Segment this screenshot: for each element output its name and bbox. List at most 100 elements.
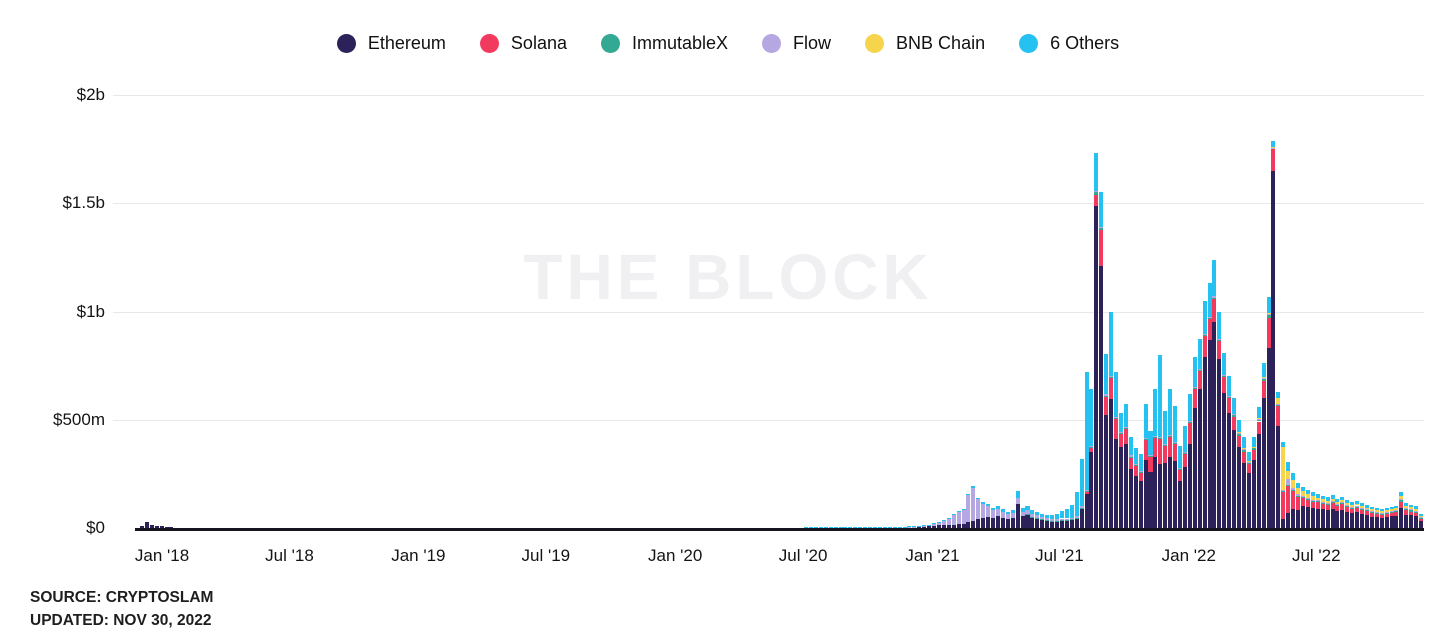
bar[interactable] (543, 0, 548, 528)
bar[interactable] (804, 0, 809, 528)
bar[interactable] (135, 0, 140, 528)
bar[interactable] (415, 0, 420, 528)
bar[interactable] (194, 0, 199, 528)
bar[interactable] (508, 0, 513, 528)
bar[interactable] (1192, 0, 1197, 528)
bar[interactable] (563, 0, 568, 528)
bar[interactable] (656, 0, 661, 528)
bar[interactable] (567, 0, 572, 528)
bar[interactable] (1271, 0, 1276, 528)
bar[interactable] (425, 0, 430, 528)
bar[interactable] (794, 0, 799, 528)
bar[interactable] (671, 0, 676, 528)
bar[interactable] (287, 0, 292, 528)
bar[interactable] (828, 0, 833, 528)
bar[interactable] (292, 0, 297, 528)
bar[interactable] (872, 0, 877, 528)
bar[interactable] (971, 0, 976, 528)
bar[interactable] (1237, 0, 1242, 528)
bars-layer[interactable] (135, 0, 1424, 528)
bar[interactable] (444, 0, 449, 528)
bar[interactable] (321, 0, 326, 528)
bar[interactable] (1291, 0, 1296, 528)
bar[interactable] (1104, 0, 1109, 528)
bar[interactable] (258, 0, 263, 528)
bar[interactable] (843, 0, 848, 528)
bar[interactable] (1202, 0, 1207, 528)
bar[interactable] (189, 0, 194, 528)
bar[interactable] (572, 0, 577, 528)
bar[interactable] (823, 0, 828, 528)
bar[interactable] (779, 0, 784, 528)
bar[interactable] (789, 0, 794, 528)
bar[interactable] (710, 0, 715, 528)
bar[interactable] (725, 0, 730, 528)
bar[interactable] (410, 0, 415, 528)
bar[interactable] (1084, 0, 1089, 528)
bar[interactable] (484, 0, 489, 528)
bar[interactable] (228, 0, 233, 528)
bar[interactable] (956, 0, 961, 528)
bar[interactable] (592, 0, 597, 528)
bar[interactable] (1158, 0, 1163, 528)
bar[interactable] (331, 0, 336, 528)
bar[interactable] (1212, 0, 1217, 528)
bar[interactable] (1276, 0, 1281, 528)
bar[interactable] (1099, 0, 1104, 528)
bar[interactable] (1399, 0, 1404, 528)
legend-item-bnb-chain[interactable]: BNB Chain (865, 34, 985, 53)
bar[interactable] (1010, 0, 1015, 528)
bar[interactable] (735, 0, 740, 528)
bar[interactable] (1020, 0, 1025, 528)
bar[interactable] (380, 0, 385, 528)
bar[interactable] (302, 0, 307, 528)
bar[interactable] (317, 0, 322, 528)
bar[interactable] (932, 0, 937, 528)
bar[interactable] (799, 0, 804, 528)
bar[interactable] (1281, 0, 1286, 528)
bar[interactable] (361, 0, 366, 528)
bar[interactable] (1114, 0, 1119, 528)
bar[interactable] (267, 0, 272, 528)
bar[interactable] (961, 0, 966, 528)
bar[interactable] (533, 0, 538, 528)
bar[interactable] (887, 0, 892, 528)
bar[interactable] (631, 0, 636, 528)
bar[interactable] (1069, 0, 1074, 528)
bar[interactable] (774, 0, 779, 528)
bar[interactable] (1345, 0, 1350, 528)
bar[interactable] (513, 0, 518, 528)
bar[interactable] (449, 0, 454, 528)
bar[interactable] (646, 0, 651, 528)
bar[interactable] (1094, 0, 1099, 528)
bar[interactable] (366, 0, 371, 528)
bar[interactable] (946, 0, 951, 528)
bar[interactable] (499, 0, 504, 528)
bar[interactable] (420, 0, 425, 528)
bar[interactable] (587, 0, 592, 528)
bar[interactable] (745, 0, 750, 528)
bar[interactable] (203, 0, 208, 528)
bar[interactable] (1138, 0, 1143, 528)
bar[interactable] (1197, 0, 1202, 528)
bar[interactable] (198, 0, 203, 528)
bar[interactable] (582, 0, 587, 528)
bar[interactable] (1305, 0, 1310, 528)
bar[interactable] (902, 0, 907, 528)
bar[interactable] (528, 0, 533, 528)
bar[interactable] (174, 0, 179, 528)
legend-item-6-others[interactable]: 6 Others (1019, 34, 1119, 53)
bar[interactable] (813, 0, 818, 528)
bar[interactable] (558, 0, 563, 528)
bar[interactable] (494, 0, 499, 528)
bar[interactable] (892, 0, 897, 528)
bar[interactable] (1256, 0, 1261, 528)
bar[interactable] (139, 0, 144, 528)
legend-item-solana[interactable]: Solana (479, 34, 567, 53)
bar[interactable] (676, 0, 681, 528)
bar[interactable] (503, 0, 508, 528)
bar[interactable] (336, 0, 341, 528)
bar[interactable] (272, 0, 277, 528)
bar[interactable] (1246, 0, 1251, 528)
bar[interactable] (1355, 0, 1360, 528)
